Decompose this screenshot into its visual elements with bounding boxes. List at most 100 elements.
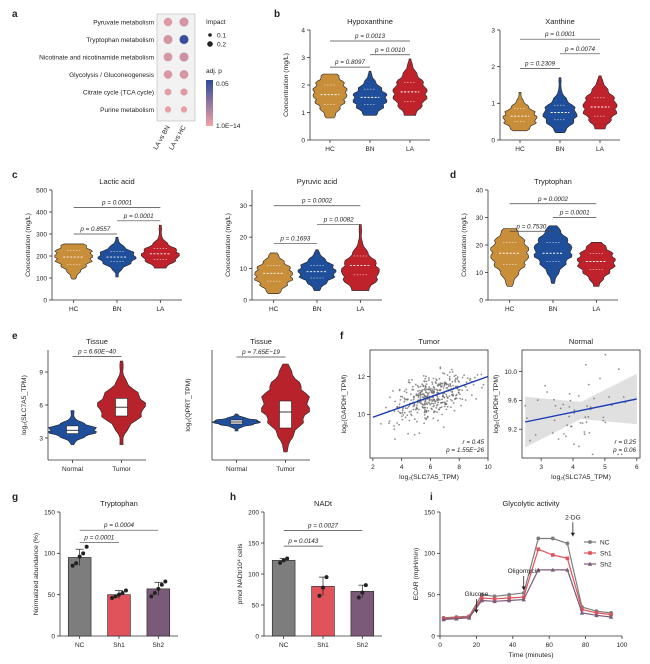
chart-title: Normal — [569, 337, 594, 346]
data-point — [285, 556, 290, 561]
scatter-point — [420, 401, 422, 403]
impact-legend-dot — [207, 41, 213, 47]
scatter-point — [425, 388, 428, 391]
scatter-point — [425, 391, 427, 394]
y-axis-label: Concentration (mg/L) — [25, 213, 32, 277]
scatter-point — [568, 406, 571, 408]
scatter-point — [568, 393, 571, 395]
x-tick-label: 4 — [400, 464, 404, 471]
data-point — [113, 594, 118, 599]
scatter-point — [421, 389, 424, 391]
x-tick-label: Normal — [226, 466, 248, 473]
scatter-point — [472, 383, 475, 386]
scatter-point — [452, 384, 454, 387]
scatter-point — [412, 408, 415, 411]
scatter-point — [432, 392, 435, 394]
scatter-point — [403, 390, 406, 393]
scatter-point — [432, 388, 434, 390]
chart-title: Pyruvic acid — [297, 177, 337, 186]
scatter-point — [404, 407, 407, 409]
scatter-point — [392, 390, 394, 392]
bar-sh1 — [107, 594, 131, 637]
x-tick-label: Sh2 — [357, 642, 369, 649]
p-value-label: p = 0.0002 — [537, 196, 568, 203]
x-tick-label: HC — [269, 306, 279, 313]
scatter-point — [419, 396, 422, 398]
x-tick-label: 8 — [457, 464, 461, 471]
data-point — [278, 560, 283, 565]
scatter-point — [432, 405, 435, 408]
y-tick-label: 0 — [255, 633, 259, 640]
scatter-point — [408, 419, 411, 422]
violin-bn — [542, 77, 578, 133]
scatter-point — [442, 372, 444, 374]
legend-label: Sh1 — [600, 550, 612, 557]
scatter-point — [420, 402, 422, 405]
p-value-label: p = 0.0082 — [323, 217, 354, 224]
scatter-point — [445, 393, 447, 396]
scatter-point — [423, 406, 426, 409]
violin-bn — [352, 70, 388, 116]
scatter-point — [570, 425, 573, 428]
scatter-point — [398, 423, 400, 426]
scatter-point — [405, 388, 408, 391]
scatter-point — [393, 428, 396, 431]
scatter-point — [394, 438, 396, 440]
y-tick-label: 6 — [39, 402, 43, 409]
scatter-point — [411, 379, 413, 381]
p-value-label: p = 0.0010 — [374, 47, 405, 54]
scatter-point — [457, 391, 460, 394]
scatter-point — [398, 403, 401, 406]
series-marker — [507, 592, 512, 597]
panel-label-h: h — [230, 492, 236, 503]
scatter-point — [440, 402, 442, 404]
impact-legend-value: 0.2 — [217, 41, 226, 48]
scatter-point — [401, 408, 404, 410]
scatter-point — [562, 403, 565, 406]
violin-bn — [533, 225, 573, 284]
y-tick-label: 12 — [358, 374, 366, 381]
scatter-point — [425, 418, 428, 420]
scatter-point — [424, 400, 427, 403]
annotation-arrowhead — [474, 609, 479, 614]
scatter-point — [427, 388, 430, 391]
y-tick-label: 0 — [479, 297, 483, 304]
p-value-label: p = 0.2309 — [524, 61, 555, 68]
x-tick-label: HC — [515, 146, 525, 153]
violin-hc — [54, 243, 93, 280]
scatter-point — [427, 410, 430, 412]
scatter-point — [416, 394, 419, 397]
scatter-point — [423, 388, 426, 391]
scatter-point — [408, 379, 410, 381]
x-tick-label: BN — [548, 306, 557, 313]
violin-hc — [490, 228, 530, 287]
scatter-point — [552, 432, 554, 434]
x-tick-label: 0 — [438, 642, 442, 649]
scatter-point — [401, 411, 404, 414]
scatter-point — [469, 377, 472, 380]
scatter-point — [393, 410, 396, 413]
scatter-point — [435, 378, 437, 381]
panel-label-i: i — [430, 492, 433, 503]
x-axis-label: log₂(SLC7A5_TPM) — [399, 474, 459, 481]
scatter-point — [431, 400, 434, 403]
p-value-label: p = 0.0002 — [301, 198, 332, 205]
scatter-point — [441, 398, 443, 401]
series-marker — [454, 616, 459, 621]
scatter-point — [602, 419, 605, 422]
scatter-point — [583, 433, 586, 436]
scatter-point — [424, 395, 427, 398]
annotation-label: Glucose — [464, 591, 488, 598]
y-tick-label: 3 — [39, 435, 43, 442]
scatter-point — [385, 406, 387, 409]
violin-la — [582, 75, 618, 130]
scatter-point — [416, 407, 419, 410]
scatter-point — [432, 402, 435, 405]
y-axis-label: log₂(QPRT_TPM) — [185, 378, 192, 431]
x-tick-label: LA — [156, 306, 165, 313]
scatter-point — [428, 386, 431, 389]
scatter-point — [481, 386, 483, 389]
scatter-point — [448, 376, 451, 378]
scatter-point — [404, 416, 407, 419]
series-marker — [536, 547, 541, 551]
